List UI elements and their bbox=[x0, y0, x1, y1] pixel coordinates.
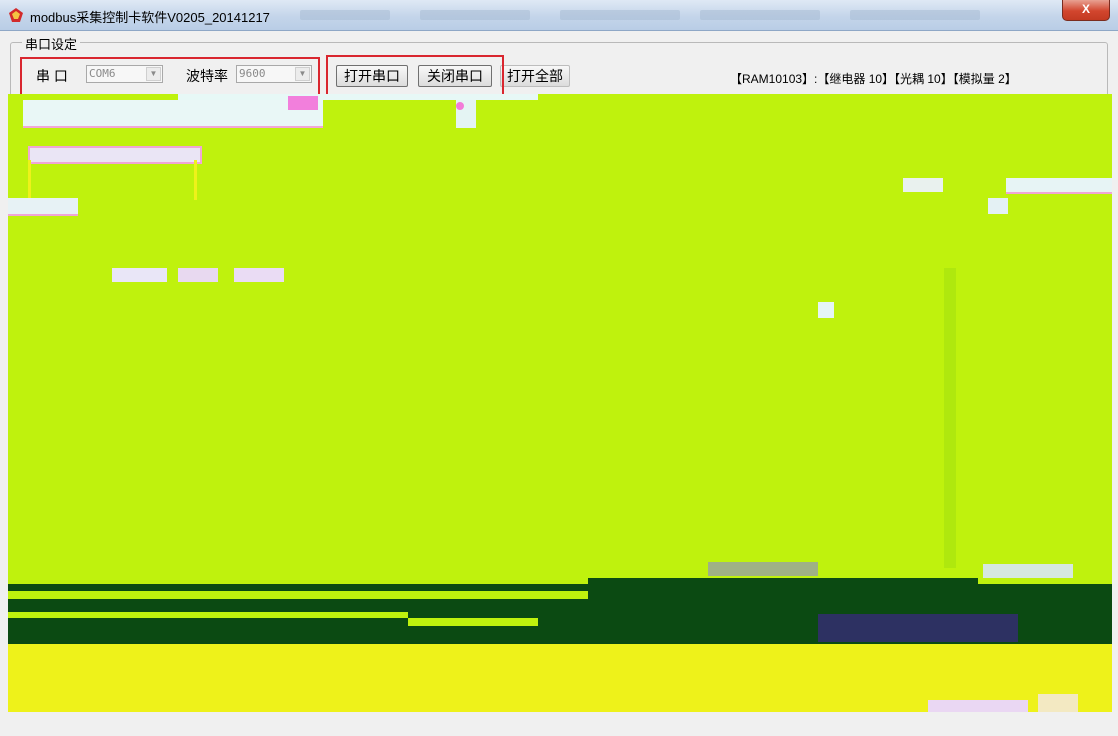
port-select-value: COM6 bbox=[89, 67, 116, 80]
glitch-band bbox=[818, 614, 1018, 642]
glitch-band bbox=[983, 564, 1073, 578]
glitch-band bbox=[988, 198, 1008, 214]
glitch-band bbox=[8, 198, 78, 216]
glitch-band bbox=[112, 268, 167, 282]
chevron-down-icon[interactable]: ▼ bbox=[146, 67, 161, 81]
glitch-band bbox=[28, 160, 31, 200]
device-info-text: 【RAM10103】:【继电器 10】【光耦 10】【模拟量 2】 bbox=[730, 72, 1017, 86]
glitch-band bbox=[1038, 694, 1078, 712]
baud-select[interactable]: 9600 ▼ bbox=[236, 65, 312, 83]
close-port-button[interactable]: 关闭串口 bbox=[418, 65, 492, 87]
port-select[interactable]: COM6 ▼ bbox=[86, 65, 163, 83]
chevron-down-icon[interactable]: ▼ bbox=[295, 67, 310, 81]
window-title: modbus采集控制卡软件V0205_20141217 bbox=[30, 10, 270, 25]
app-logo-icon bbox=[9, 8, 23, 22]
glitch-band bbox=[194, 160, 197, 200]
glitch-band bbox=[28, 146, 202, 164]
background-tab bbox=[560, 10, 680, 20]
glitched-content-area bbox=[8, 94, 1112, 712]
baud-select-value: 9600 bbox=[239, 67, 266, 80]
glitch-band bbox=[8, 612, 408, 618]
glitch-band bbox=[408, 618, 538, 626]
glitch-band bbox=[23, 100, 323, 128]
background-tab bbox=[300, 10, 390, 20]
serial-settings-title: 串口设定 bbox=[22, 34, 81, 53]
glitch-band bbox=[944, 268, 956, 568]
glitch-band bbox=[8, 591, 588, 599]
glitch-band bbox=[178, 268, 218, 282]
glitch-band bbox=[928, 700, 1028, 712]
glitch-band bbox=[234, 268, 284, 282]
close-window-button[interactable]: X bbox=[1062, 0, 1110, 21]
background-tab bbox=[850, 10, 980, 20]
glitch-band bbox=[818, 302, 834, 318]
baud-label: 波特率 bbox=[186, 68, 228, 84]
background-tab bbox=[700, 10, 820, 20]
background-tab bbox=[420, 10, 530, 20]
port-label: 串 口 bbox=[36, 68, 68, 84]
glitch-band bbox=[178, 94, 538, 100]
glitch-band bbox=[288, 96, 318, 110]
glitch-band bbox=[708, 562, 818, 576]
glitch-band bbox=[903, 178, 943, 192]
glitch-dot bbox=[456, 102, 464, 110]
glitch-band bbox=[1006, 178, 1112, 194]
title-bar: modbus采集控制卡软件V0205_20141217 X bbox=[0, 0, 1118, 31]
status-bar bbox=[0, 712, 1118, 736]
port-buttons-highlight bbox=[326, 55, 504, 97]
port-settings-highlight bbox=[20, 57, 320, 97]
glitch-band bbox=[588, 578, 978, 614]
open-all-button[interactable]: 打开全部 bbox=[500, 65, 570, 87]
open-port-button[interactable]: 打开串口 bbox=[336, 65, 408, 87]
